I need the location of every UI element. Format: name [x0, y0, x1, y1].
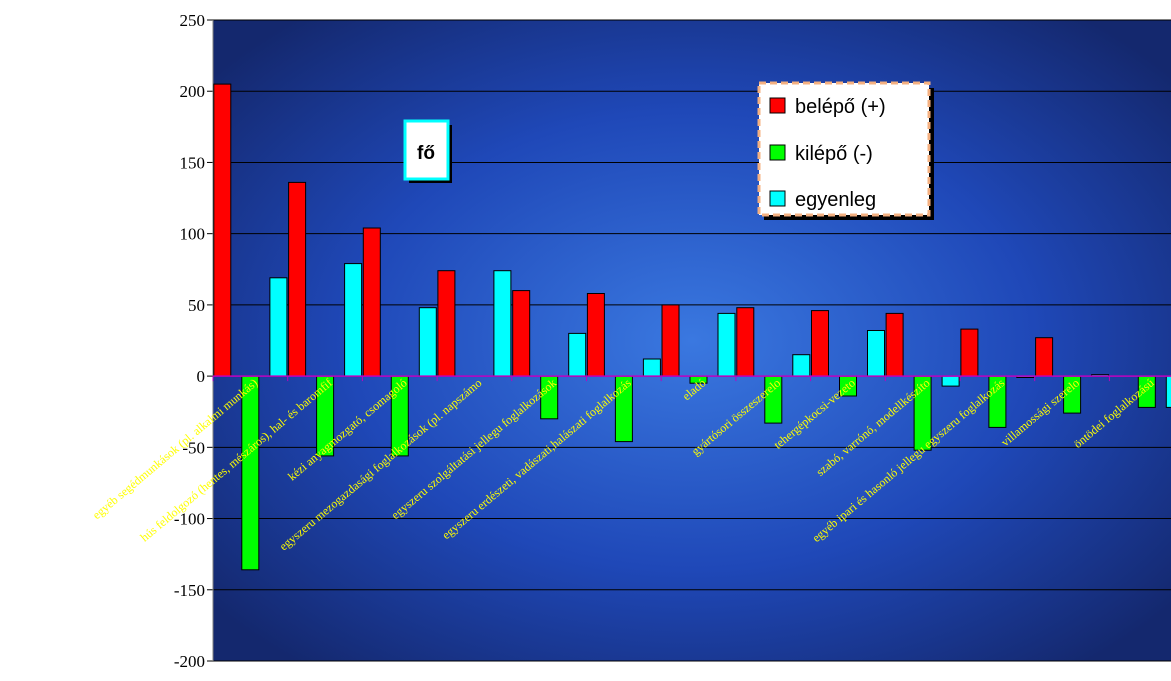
- bar-series0-cat0: [213, 83, 232, 377]
- legend-swatch-belepo: [769, 97, 786, 114]
- bars: [213, 83, 1171, 571]
- bar-series2-cat8: [867, 330, 885, 377]
- bar-series2-cat5: [642, 358, 661, 377]
- y-tick-label: -150: [174, 581, 205, 600]
- bar-series0-cat10: [960, 328, 979, 377]
- bar-series2-cat0: [269, 277, 288, 377]
- y-tick-label: -100: [174, 510, 205, 529]
- legend-swatch-kilepo: [769, 144, 786, 161]
- zero-line: [212, 375, 1171, 382]
- bar-series0-cat4: [512, 290, 531, 377]
- y-tick-label: -50: [182, 438, 205, 457]
- bar-series1-cat0: [241, 375, 260, 571]
- y-tick-label: 200: [180, 82, 206, 101]
- bar-series2-cat6: [717, 312, 736, 377]
- legend-label-kilepo: kilépő (-): [795, 143, 873, 165]
- bar-series0-cat7: [736, 307, 755, 377]
- legend: belépő (+) kilépő (-) egyenleg: [757, 81, 934, 220]
- bar-series0-cat9: [885, 312, 904, 377]
- y-tick-label: -200: [174, 652, 205, 671]
- y-tick-label: 150: [180, 153, 206, 172]
- legend-label-belepo: belépő (+): [795, 96, 886, 118]
- y-tick-label: 250: [180, 11, 206, 30]
- bar-series0-cat2: [362, 227, 381, 377]
- bar-series0-cat3: [437, 270, 456, 377]
- bar-series2-cat2: [418, 307, 437, 377]
- bar-series0-cat5: [586, 293, 605, 377]
- bar-series0-cat11: [1035, 337, 1054, 377]
- y-tick-label: 100: [180, 225, 206, 244]
- bar-series0-cat1: [288, 181, 307, 377]
- bar-series2-cat3: [493, 270, 512, 377]
- bar-series0-cat8: [811, 310, 829, 377]
- bar-series2-cat4: [568, 332, 587, 377]
- unit-label-box: fő: [403, 119, 452, 183]
- y-axis: 250 200 150 100 50 0 -50 -100 -150 -200: [174, 11, 214, 671]
- y-tick-label: 50: [188, 296, 205, 315]
- bar-series2-cat7: [792, 354, 811, 377]
- bar-series2-cat12: [1165, 375, 1171, 408]
- y-tick-label: 0: [197, 367, 206, 386]
- legend-label-egyenleg: egyenleg: [795, 189, 876, 211]
- legend-swatch-egyenleg: [769, 190, 786, 207]
- unit-label: fő: [417, 143, 435, 164]
- bar-series0-cat6: [661, 304, 680, 377]
- bar-series2-cat1: [344, 263, 363, 377]
- bar-series2-cat9: [941, 375, 960, 387]
